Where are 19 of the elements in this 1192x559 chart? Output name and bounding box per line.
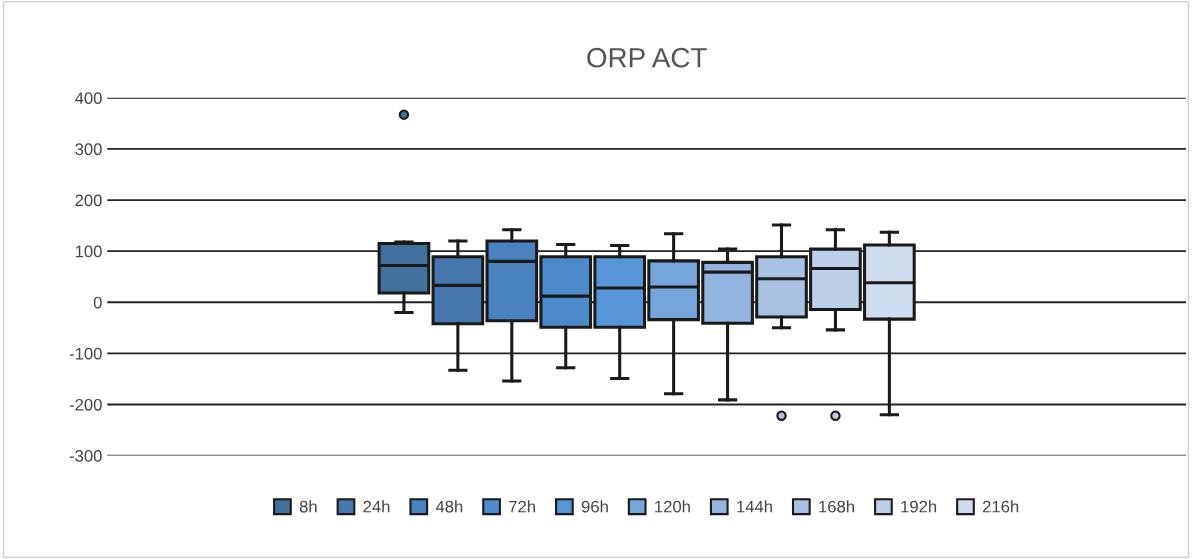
legend-label: 8h: [299, 500, 317, 513]
y-tick-label: -300: [69, 449, 102, 462]
legend-label: 24h: [363, 500, 390, 513]
y-tick-label: 200: [75, 194, 102, 207]
legend-label: 192h: [901, 500, 937, 513]
legend-label: 120h: [655, 500, 690, 513]
y-tick-label: 100: [75, 245, 102, 258]
legend-label: 72h: [509, 500, 535, 513]
legend-label: 96h: [581, 500, 608, 513]
y-tick-label: 0: [93, 296, 102, 309]
legend-label: 168h: [819, 500, 854, 513]
legend-label: 48h: [435, 500, 463, 513]
y-tick-label: -200: [69, 398, 102, 411]
legend-label: 144h: [737, 500, 772, 513]
y-tick-label: 400: [75, 92, 102, 105]
chart-title: ORP ACT: [587, 47, 707, 68]
legend-label: 216h: [982, 500, 1019, 513]
y-tick-label: -100: [69, 347, 102, 360]
y-tick-label: 300: [75, 143, 102, 156]
